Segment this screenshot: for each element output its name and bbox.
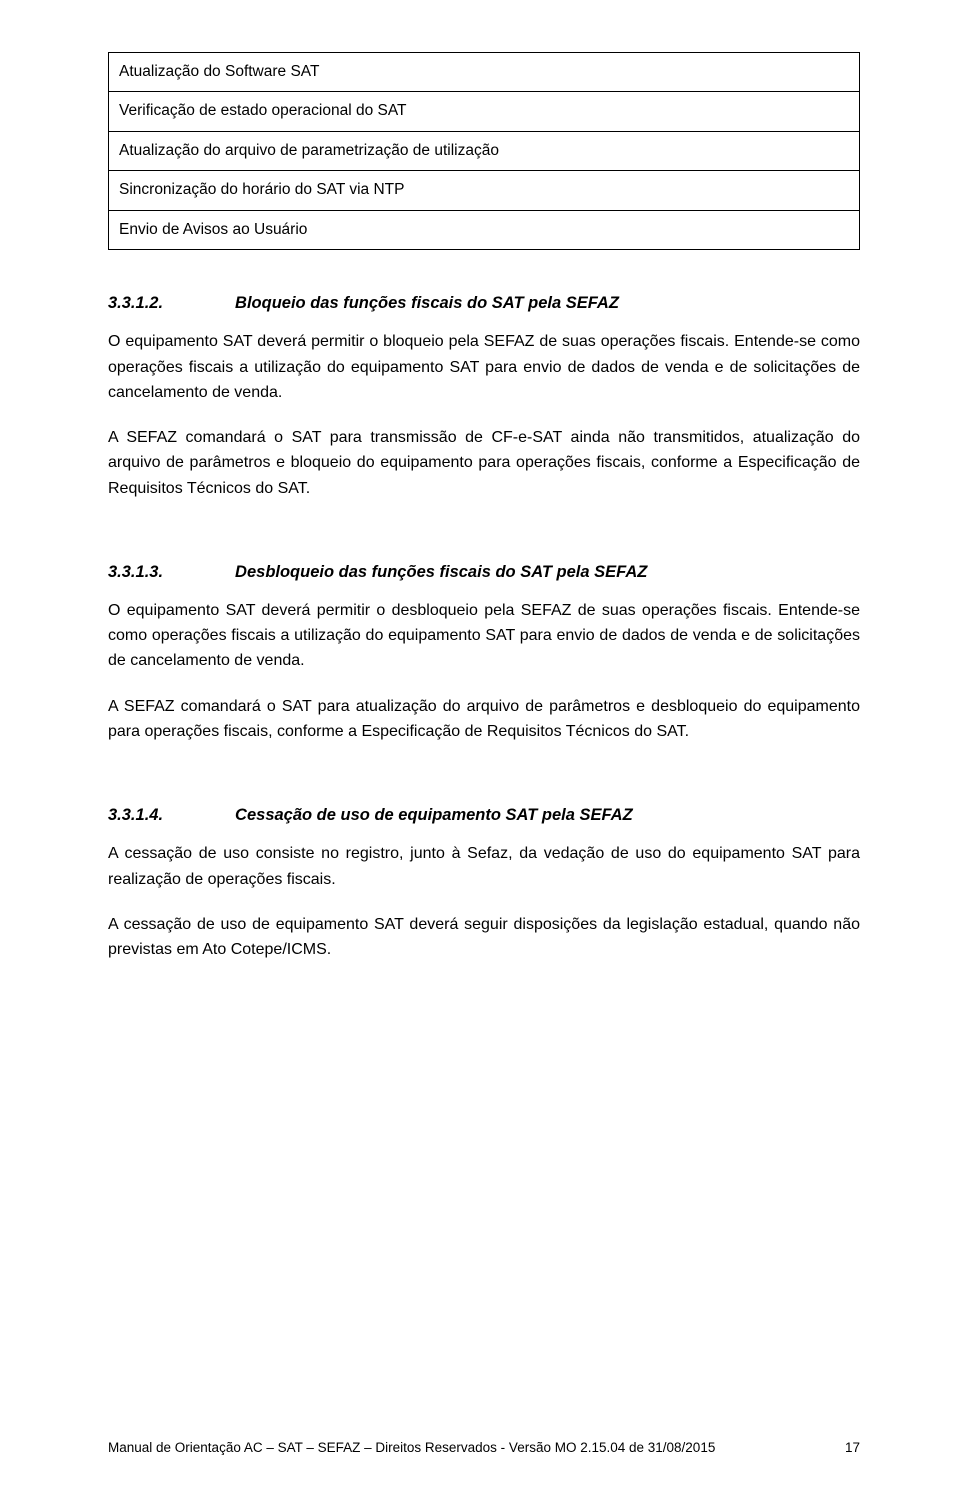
body-paragraph: A cessação de uso consiste no registro, … [108, 841, 860, 892]
table-row: Atualização do arquivo de parametrização… [109, 132, 859, 171]
section-title: Bloqueio das funções fiscais do SAT pela… [235, 294, 619, 312]
table-row: Verificação de estado operacional do SAT [109, 92, 859, 131]
section-number: 3.3.1.4. [108, 806, 163, 825]
section-3-3-1-2: 3.3.1.2. Bloqueio das funções fiscais do … [108, 294, 860, 501]
section-title: Desbloqueio das funções fiscais do SAT p… [235, 563, 647, 581]
body-paragraph: A SEFAZ comandará o SAT para transmissão… [108, 425, 860, 501]
section-heading: 3.3.1.2. Bloqueio das funções fiscais do … [108, 294, 860, 313]
page-footer: Manual de Orientação AC – SAT – SEFAZ – … [108, 1440, 860, 1455]
parametrization-table: Atualização do Software SAT Verificação … [108, 52, 860, 250]
table-row: Envio de Avisos ao Usuário [109, 211, 859, 249]
section-heading: 3.3.1.3. Desbloqueio das funções fiscais … [108, 563, 860, 582]
body-paragraph: A SEFAZ comandará o SAT para atualização… [108, 694, 860, 745]
section-3-3-1-3: 3.3.1.3. Desbloqueio das funções fiscais … [108, 563, 860, 744]
table-row: Atualização do Software SAT [109, 53, 859, 92]
section-number: 3.3.1.3. [108, 563, 163, 582]
footer-text: Manual de Orientação AC – SAT – SEFAZ – … [108, 1440, 715, 1455]
body-paragraph: O equipamento SAT deverá permitir o bloq… [108, 329, 860, 405]
table-row: Sincronização do horário do SAT via NTP [109, 171, 859, 210]
section-title: Cessação de uso de equipamento SAT pela … [235, 806, 633, 824]
body-paragraph: O equipamento SAT deverá permitir o desb… [108, 598, 860, 674]
body-paragraph: A cessação de uso de equipamento SAT dev… [108, 912, 860, 963]
section-3-3-1-4: 3.3.1.4. Cessação de uso de equipamento S… [108, 806, 860, 962]
section-heading: 3.3.1.4. Cessação de uso de equipamento S… [108, 806, 860, 825]
page-number: 17 [845, 1440, 860, 1455]
section-number: 3.3.1.2. [108, 294, 163, 313]
